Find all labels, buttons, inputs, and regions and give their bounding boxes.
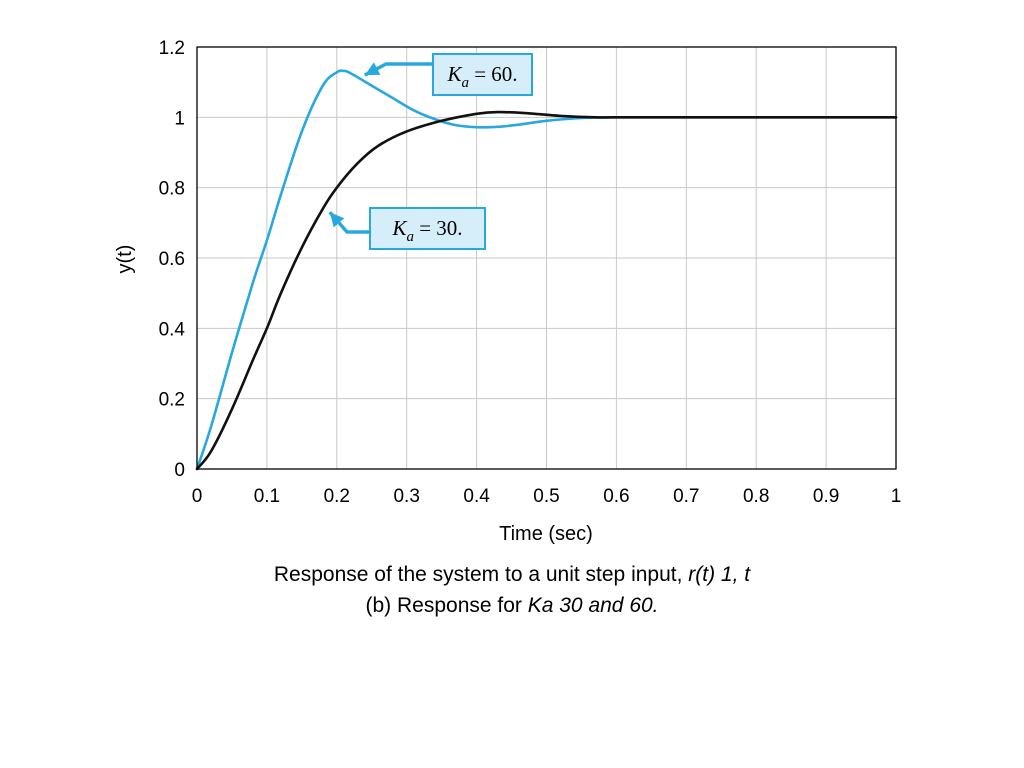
axes-layer [196, 46, 897, 470]
x-tick-label: 0.1 [254, 486, 280, 507]
annotation-ka-30: Ka = 30. [328, 207, 486, 250]
x-tick-label: 0.4 [463, 486, 490, 507]
annotation-arrowhead [364, 62, 381, 76]
x-tick-label: 1 [891, 486, 902, 507]
annotation-box [432, 53, 533, 96]
x-tick-label: 0.9 [813, 486, 839, 507]
series-layer [195, 69, 898, 471]
annotation-symbol: K [391, 216, 407, 240]
x-tick-label: 0 [192, 486, 203, 507]
annotation-value: = 60. [469, 62, 518, 86]
caption-line-2: (b) Response for Ka 30 and 60. [0, 594, 1024, 618]
annotation-box [369, 207, 486, 250]
annotation-symbol: K [446, 62, 462, 86]
x-tick-label: 0.6 [603, 486, 629, 507]
annotation-ka-60: Ka = 60. [363, 53, 533, 96]
annotation-label: Ka = 60. [446, 62, 517, 91]
x-tick-label: 0.8 [743, 486, 769, 507]
ticks-layer: 0 0.1 0.2 0.3 0.4 0.5 0.6 0.7 0.8 0.9 1 0 0.2 0.4 0.6 0… [159, 38, 902, 507]
y-tick-label: 0.6 [159, 249, 185, 270]
x-tick-label: 0.2 [324, 486, 350, 507]
y-axis-label: y(t) [114, 245, 136, 274]
caption-line1-math: r(t) 1, t [688, 563, 751, 586]
caption-line-1: Response of the system to a unit step in… [0, 563, 1024, 587]
series-line-ka-30 [195, 110, 898, 471]
annotation-layer: Ka = 60.Ka = 30. [328, 53, 533, 250]
annotation-arrowhead [329, 212, 345, 228]
x-axis-label: Time (sec) [499, 523, 593, 545]
y-tick-label: 1 [174, 108, 185, 129]
y-tick-label: 0.2 [159, 390, 185, 411]
annotation-label: Ka = 30. [391, 216, 462, 245]
annotation-subscript: a [406, 229, 414, 245]
y-tick-label: 0.8 [159, 179, 185, 200]
caption-line2-text: (b) Response for [365, 594, 528, 617]
y-tick-label: 0.4 [159, 319, 186, 340]
annotation-subscript: a [461, 75, 469, 91]
x-tick-label: 0.7 [673, 486, 699, 507]
grid-layer [196, 46, 897, 470]
y-tick-label: 1.2 [159, 38, 185, 59]
caption-line1-text: Response of the system to a unit step in… [273, 563, 689, 586]
x-tick-label: 0.3 [393, 486, 419, 507]
y-tick-label: 0 [174, 460, 185, 481]
annotation-value: = 30. [414, 216, 463, 240]
caption-line2-math: Ka 30 and 60. [527, 594, 659, 617]
x-tick-label: 0.5 [533, 486, 559, 507]
plot-frame [196, 46, 897, 470]
